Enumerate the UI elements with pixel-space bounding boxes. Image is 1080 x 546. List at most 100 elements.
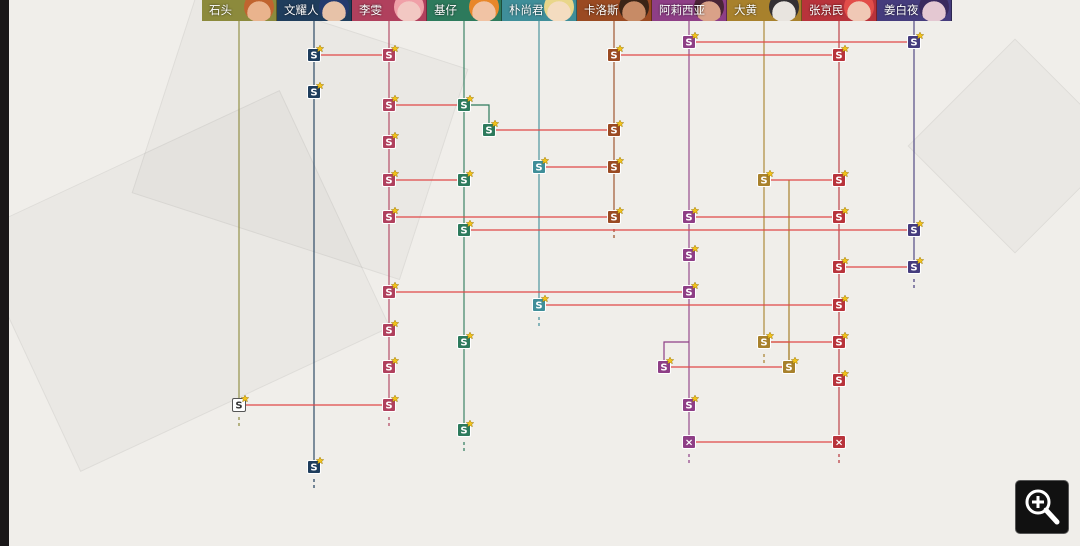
star-icon: [390, 356, 400, 365]
character-name: 石头: [209, 3, 232, 17]
node-box: [682, 35, 696, 49]
story-node[interactable]: S: [382, 319, 400, 337]
story-node[interactable]: S: [482, 119, 500, 137]
story-node[interactable]: S: [757, 331, 775, 349]
node-box: [682, 285, 696, 299]
node-box: [457, 335, 471, 349]
star-icon: [390, 394, 400, 403]
character-tab-zhang[interactable]: 张京民: [802, 0, 877, 21]
story-node[interactable]: S: [832, 169, 850, 187]
node-box: [682, 210, 696, 224]
node-box: [682, 435, 696, 449]
node-layer: S S S S S S S S S S S S S S S S S S S S S S S S S S S S S S S × S S S S S S S S…: [232, 31, 925, 474]
node-box: [832, 435, 846, 449]
character-tab-jiang[interactable]: 姜白夜: [877, 0, 952, 21]
story-node[interactable]: S: [382, 169, 400, 187]
story-node[interactable]: S: [832, 369, 850, 387]
star-icon: [615, 206, 625, 215]
story-node[interactable]: S: [907, 219, 925, 237]
star-icon: [915, 256, 925, 265]
story-node[interactable]: S: [532, 294, 550, 312]
story-node[interactable]: S: [382, 356, 400, 374]
node-box: [607, 48, 621, 62]
story-node[interactable]: S: [382, 281, 400, 299]
character-name: 卡洛斯: [584, 3, 619, 17]
story-node[interactable]: S: [682, 394, 700, 412]
node-box: [832, 335, 846, 349]
branch-connector: [464, 104, 490, 130]
story-node[interactable]: S: [307, 81, 325, 99]
story-node[interactable]: S: [457, 219, 475, 237]
star-icon: [840, 331, 850, 340]
character-tab-shitou[interactable]: 石头: [202, 0, 277, 21]
story-node[interactable]: S: [832, 331, 850, 349]
story-node[interactable]: S: [682, 206, 700, 224]
story-node[interactable]: S: [832, 206, 850, 224]
story-node[interactable]: S: [832, 44, 850, 62]
node-label: ×: [685, 438, 693, 449]
story-node[interactable]: S: [907, 256, 925, 274]
story-node[interactable]: S: [682, 244, 700, 262]
node-box: [682, 248, 696, 262]
story-node[interactable]: S: [382, 206, 400, 224]
story-node[interactable]: S: [307, 44, 325, 62]
node-label: S: [685, 38, 692, 49]
story-node[interactable]: S: [757, 169, 775, 187]
star-icon: [465, 419, 475, 428]
node-label: S: [385, 213, 392, 224]
story-node[interactable]: S: [607, 156, 625, 174]
character-name: 大黄: [734, 3, 757, 17]
star-icon: [390, 169, 400, 178]
character-tab-kalos[interactable]: 卡洛斯: [577, 0, 652, 21]
node-box: [657, 360, 671, 374]
story-node[interactable]: S: [682, 31, 700, 49]
story-node[interactable]: S: [682, 281, 700, 299]
story-node[interactable]: S: [907, 31, 925, 49]
story-node[interactable]: S: [232, 394, 250, 412]
character-tab-li[interactable]: 李雯: [352, 0, 427, 21]
zoom-in-button[interactable]: [1015, 480, 1069, 534]
star-icon: [790, 356, 800, 365]
left-frame-border: [0, 0, 9, 546]
star-icon: [765, 169, 775, 178]
character-tab-wen[interactable]: 文耀人: [277, 0, 352, 21]
story-node[interactable]: S: [832, 256, 850, 274]
story-node[interactable]: S: [832, 294, 850, 312]
node-label: S: [785, 363, 792, 374]
locked-story-node[interactable]: ×: [682, 435, 696, 449]
story-node[interactable]: S: [382, 131, 400, 149]
story-node[interactable]: S: [607, 119, 625, 137]
star-icon: [465, 169, 475, 178]
character-tab-dahuang[interactable]: 大黄: [727, 0, 802, 21]
character-tab-piao[interactable]: 朴尚君: [502, 0, 577, 21]
story-node[interactable]: S: [457, 331, 475, 349]
character-tab-ji[interactable]: 基仔: [427, 0, 502, 21]
story-node[interactable]: S: [457, 94, 475, 112]
star-icon: [390, 44, 400, 53]
story-node[interactable]: S: [382, 44, 400, 62]
node-label: S: [460, 101, 467, 112]
locked-story-node[interactable]: ×: [832, 435, 846, 449]
story-node[interactable]: S: [532, 156, 550, 174]
star-icon: [390, 281, 400, 290]
character-avatar: [844, 0, 874, 21]
star-icon: [690, 31, 700, 40]
node-label: S: [610, 213, 617, 224]
story-node[interactable]: S: [457, 419, 475, 437]
story-node[interactable]: S: [657, 356, 675, 374]
node-box: [532, 160, 546, 174]
node-label: S: [535, 301, 542, 312]
node-box: [832, 210, 846, 224]
story-node[interactable]: S: [607, 206, 625, 224]
node-box: [757, 173, 771, 187]
story-node[interactable]: S: [607, 44, 625, 62]
story-node[interactable]: S: [382, 394, 400, 412]
character-avatar: [469, 0, 499, 21]
story-node[interactable]: S: [307, 456, 325, 474]
node-box: [382, 98, 396, 112]
story-node[interactable]: S: [457, 169, 475, 187]
character-tab-alixiya[interactable]: 阿莉西亚: [652, 0, 727, 21]
story-map-canvas[interactable]: S S S S S S S S S S S S S S S S S S S S S S S S S S S S S S S × S S S S S S S S…: [9, 0, 1080, 546]
story-node[interactable]: S: [382, 94, 400, 112]
story-node[interactable]: S: [782, 356, 800, 374]
